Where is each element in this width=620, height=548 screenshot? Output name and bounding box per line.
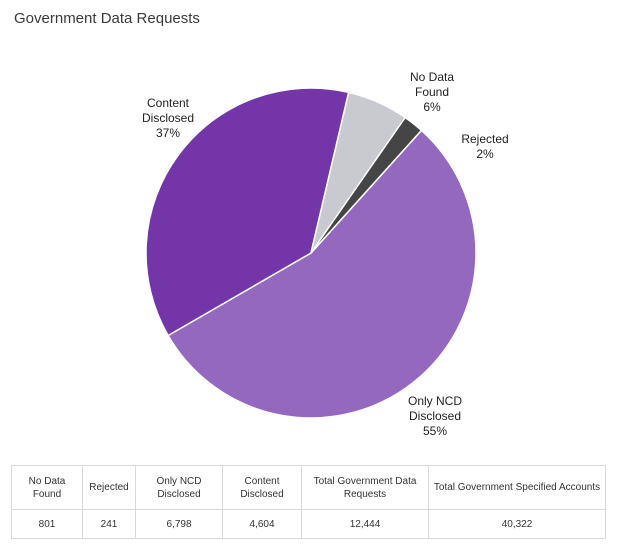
- slice-percent: 37%: [155, 126, 181, 140]
- pie-slice-content-disclosed: [145, 87, 350, 337]
- table-cell: 801: [11, 509, 83, 539]
- table-cell: 12,444: [301, 509, 429, 539]
- table-cell: 4,604: [222, 509, 302, 539]
- slice-label-line: Rejected: [461, 132, 509, 146]
- slice-label-line: Content: [146, 96, 190, 110]
- table-cell: 241: [82, 509, 136, 539]
- table-row: 801 241 6,798 4,604 12,444 40,322: [11, 509, 606, 539]
- slice-label-line: No Data: [409, 70, 455, 84]
- column-header: Content Disclosed: [222, 465, 302, 510]
- slice-label-line: Disclosed: [141, 111, 195, 125]
- slice-label-line: Disclosed: [408, 409, 462, 423]
- slice-percent: 2%: [476, 147, 494, 161]
- column-header: Total Government Data Requests: [301, 465, 429, 510]
- slice-label-content-disclosed: Content Disclosed 37%: [128, 96, 208, 141]
- table-cell: 40,322: [428, 509, 606, 539]
- slice-label-only-ncd-disclosed: Only NCD Disclosed 55%: [395, 394, 475, 439]
- table-header-row: No Data Found Rejected Only NCD Disclose…: [11, 465, 606, 510]
- summary-table: No Data Found Rejected Only NCD Disclose…: [11, 465, 606, 539]
- column-header: Only NCD Disclosed: [135, 465, 223, 510]
- slice-percent: 6%: [423, 100, 441, 114]
- chart-title: Government Data Requests: [14, 10, 200, 27]
- table-cell: 6,798: [135, 509, 223, 539]
- slice-percent: 55%: [422, 424, 448, 438]
- slice-label-rejected: Rejected 2%: [450, 132, 520, 162]
- slice-label-line: Only NCD: [407, 394, 462, 408]
- column-header: No Data Found: [11, 465, 83, 510]
- column-header: Total Government Specified Accounts: [428, 465, 606, 510]
- pie-slice-only-ncd-disclosed: [167, 129, 477, 419]
- pie-chart: [145, 87, 477, 419]
- slice-label-line: Found: [414, 85, 450, 99]
- pie-slice-rejected: [310, 116, 423, 254]
- column-header: Rejected: [82, 465, 136, 510]
- slice-label-no-data-found: No Data Found 6%: [402, 70, 462, 115]
